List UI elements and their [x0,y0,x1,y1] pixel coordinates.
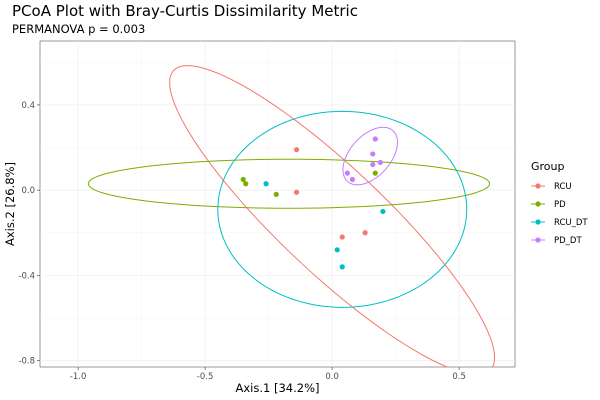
y-tick-label: -0.4 [18,271,35,281]
legend: Group RCU PD RCU_DT PD_DT [531,160,588,246]
point-rcu-dt [263,181,269,187]
y-axis-label: Axis.2 [26.8%] [3,162,17,246]
legend-key [535,201,541,207]
legend-label: RCU [554,182,572,192]
data-points [240,136,386,270]
legend-label: PD [554,200,566,210]
legend-item-pd-dt: PD_DT [531,236,582,246]
point-pd [372,170,378,176]
y-tick-label: 0.0 [21,186,35,196]
chart-subtitle: PERMANOVA p = 0.003 [12,22,145,36]
point-rcu [293,147,300,153]
point-pd-dt [344,170,350,176]
ellipse-rcu-dt [217,110,468,308]
ellipse-rcu [169,65,496,367]
x-tick-label: 0.0 [325,372,339,382]
y-axis-ticks: 0.4 0.0 -0.4 -0.8 [18,101,40,367]
panel-border [39,40,516,368]
point-pd [243,181,249,187]
legend-items: RCU PD RCU_DT PD_DT [531,182,588,246]
point-pd [273,191,279,198]
point-pd-dt [370,161,376,168]
confidence-ellipses [87,65,496,367]
y-tick-label: 0.4 [21,101,35,111]
point-pd-dt [370,151,376,157]
legend-item-rcu-dt: RCU_DT [531,218,588,228]
legend-label: PD_DT [554,236,582,246]
point-rcu-dt [334,247,340,253]
point-rcu-dt [339,264,345,270]
legend-item-rcu: RCU [531,182,572,192]
x-tick-label: -0.5 [197,372,214,382]
legend-title: Group [531,160,565,173]
point-pd-dt [349,176,356,183]
legend-key [535,219,541,225]
x-axis-label: Axis.1 [34.2%] [236,381,320,395]
point-rcu-dt [380,208,386,215]
plot-panel [39,40,516,368]
point-pd-dt [377,159,383,166]
point-rcu [293,189,300,195]
point-pd-dt [372,136,378,142]
grid-major [40,41,515,367]
legend-key [535,183,541,189]
x-tick-label: 0.5 [452,372,466,382]
legend-key [535,237,541,243]
grid-minor [40,41,515,367]
chart-title: PCoA Plot with Bray-Curtis Dissimilarity… [12,2,358,20]
x-axis-ticks: -1.0 -0.5 0.0 0.5 [70,367,466,382]
y-tick-label: -0.8 [18,357,35,367]
legend-label: RCU_DT [554,218,588,228]
legend-item-pd: PD [531,200,566,210]
point-rcu [339,234,345,240]
ellipse-pd [87,158,491,209]
point-rcu [362,230,368,236]
point-pd [240,176,246,183]
x-tick-label: -1.0 [70,372,87,382]
ellipse-pd-dt [342,126,398,186]
